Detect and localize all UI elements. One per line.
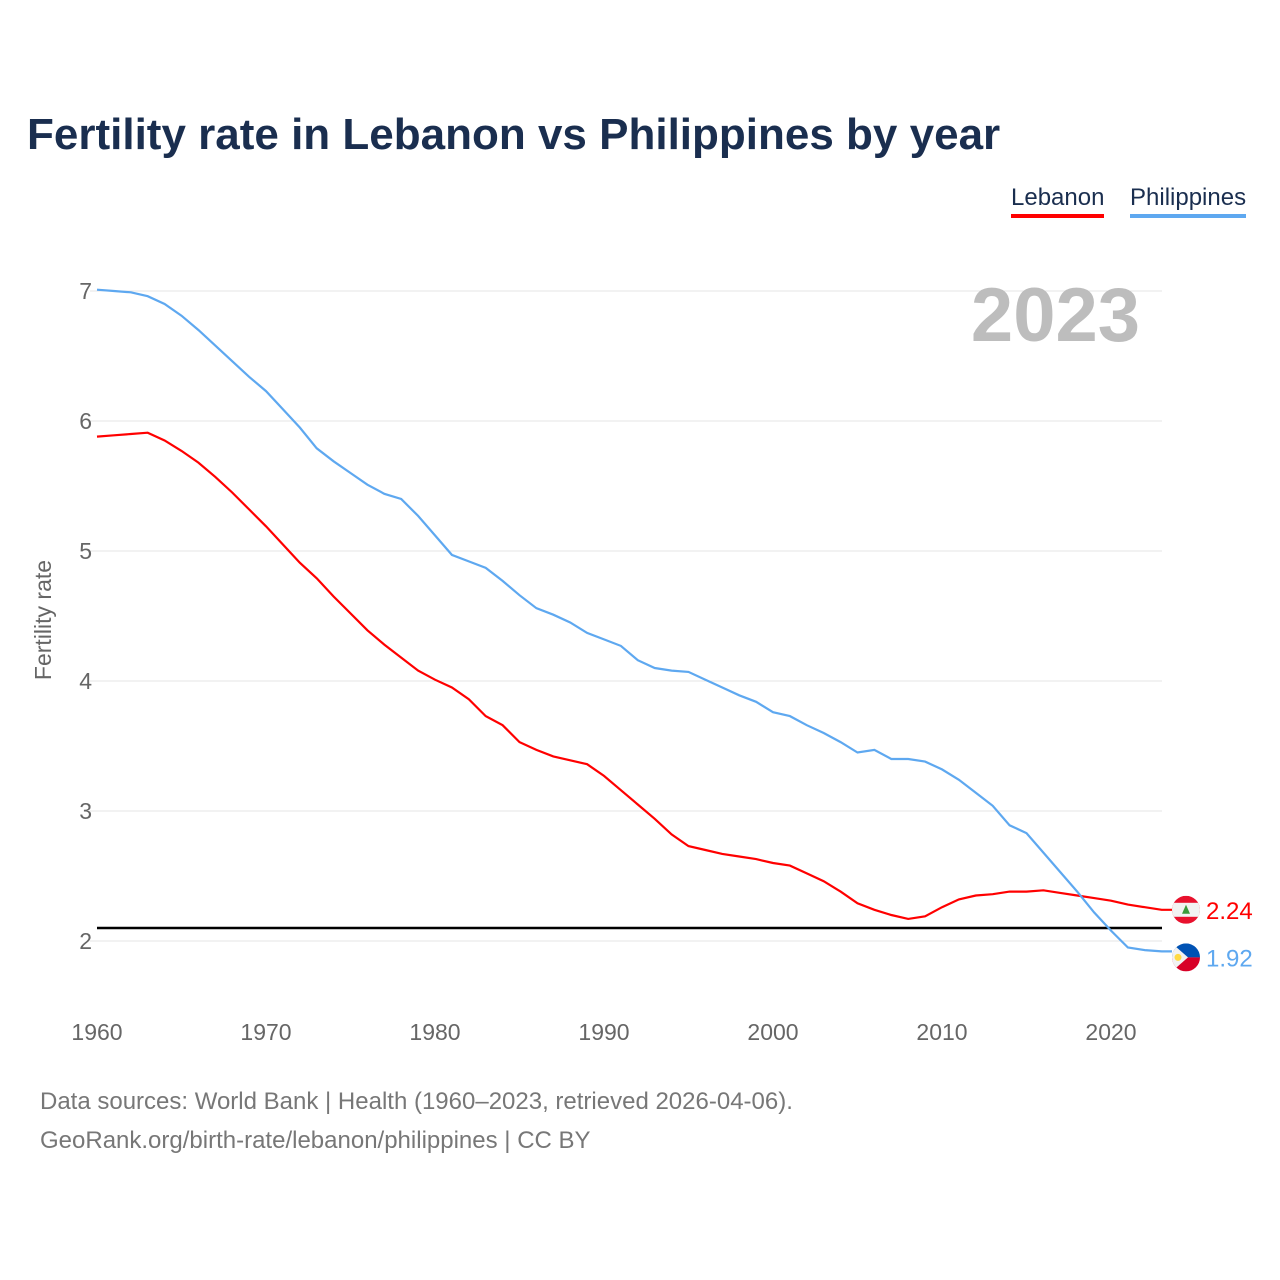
y-tick-label: 5 xyxy=(79,538,92,564)
x-tick-label: 1970 xyxy=(240,1019,291,1045)
x-tick-label: 1960 xyxy=(71,1019,122,1045)
y-tick-label: 7 xyxy=(79,278,92,304)
x-tick-label: 1980 xyxy=(409,1019,460,1045)
series-line-philippines xyxy=(96,288,1172,953)
year-watermark: 2023 xyxy=(971,273,1140,358)
y-tick-label: 3 xyxy=(79,798,92,824)
x-tick-label: 2020 xyxy=(1085,1019,1136,1045)
x-tick-label: 2000 xyxy=(747,1019,798,1045)
end-value-label-philippines: 1.92 xyxy=(1206,945,1253,972)
series-line-lebanon xyxy=(96,431,1172,921)
y-axis-label: Fertility rate xyxy=(30,560,56,680)
y-tick-label: 6 xyxy=(79,408,92,434)
legend-lebanon[interactable]: Lebanon xyxy=(1011,184,1105,218)
y-tick-label: 2 xyxy=(79,928,92,954)
flag-icon-lebanon xyxy=(1172,895,1200,924)
chart-title: Fertility rate in Lebanon vs Philippines… xyxy=(27,110,1001,159)
flag-icon-philippines xyxy=(1172,943,1200,972)
source-link[interactable]: GeoRank.org/birth-rate/lebanon/philippin… xyxy=(40,1127,591,1154)
x-tick-label: 1990 xyxy=(578,1019,629,1045)
data-sources: Data sources: World Bank | Health (1960–… xyxy=(40,1088,793,1115)
x-tick-label: 2010 xyxy=(916,1019,967,1045)
y-tick-label: 4 xyxy=(79,668,92,694)
end-value-label-lebanon: 2.24 xyxy=(1206,898,1253,925)
line-chart: 2 3 4 5 6 7 1960 1970 1980 1990 2000 2010 2020 Fertil… xyxy=(30,273,1253,1045)
legend-philippines[interactable]: Philippines xyxy=(1130,184,1247,218)
